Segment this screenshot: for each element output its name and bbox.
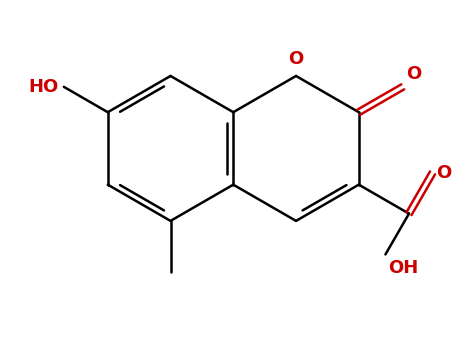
Text: HO: HO	[29, 78, 59, 96]
Text: OH: OH	[389, 259, 419, 277]
Text: O: O	[407, 65, 422, 83]
Text: O: O	[288, 50, 303, 68]
Text: O: O	[436, 164, 452, 182]
